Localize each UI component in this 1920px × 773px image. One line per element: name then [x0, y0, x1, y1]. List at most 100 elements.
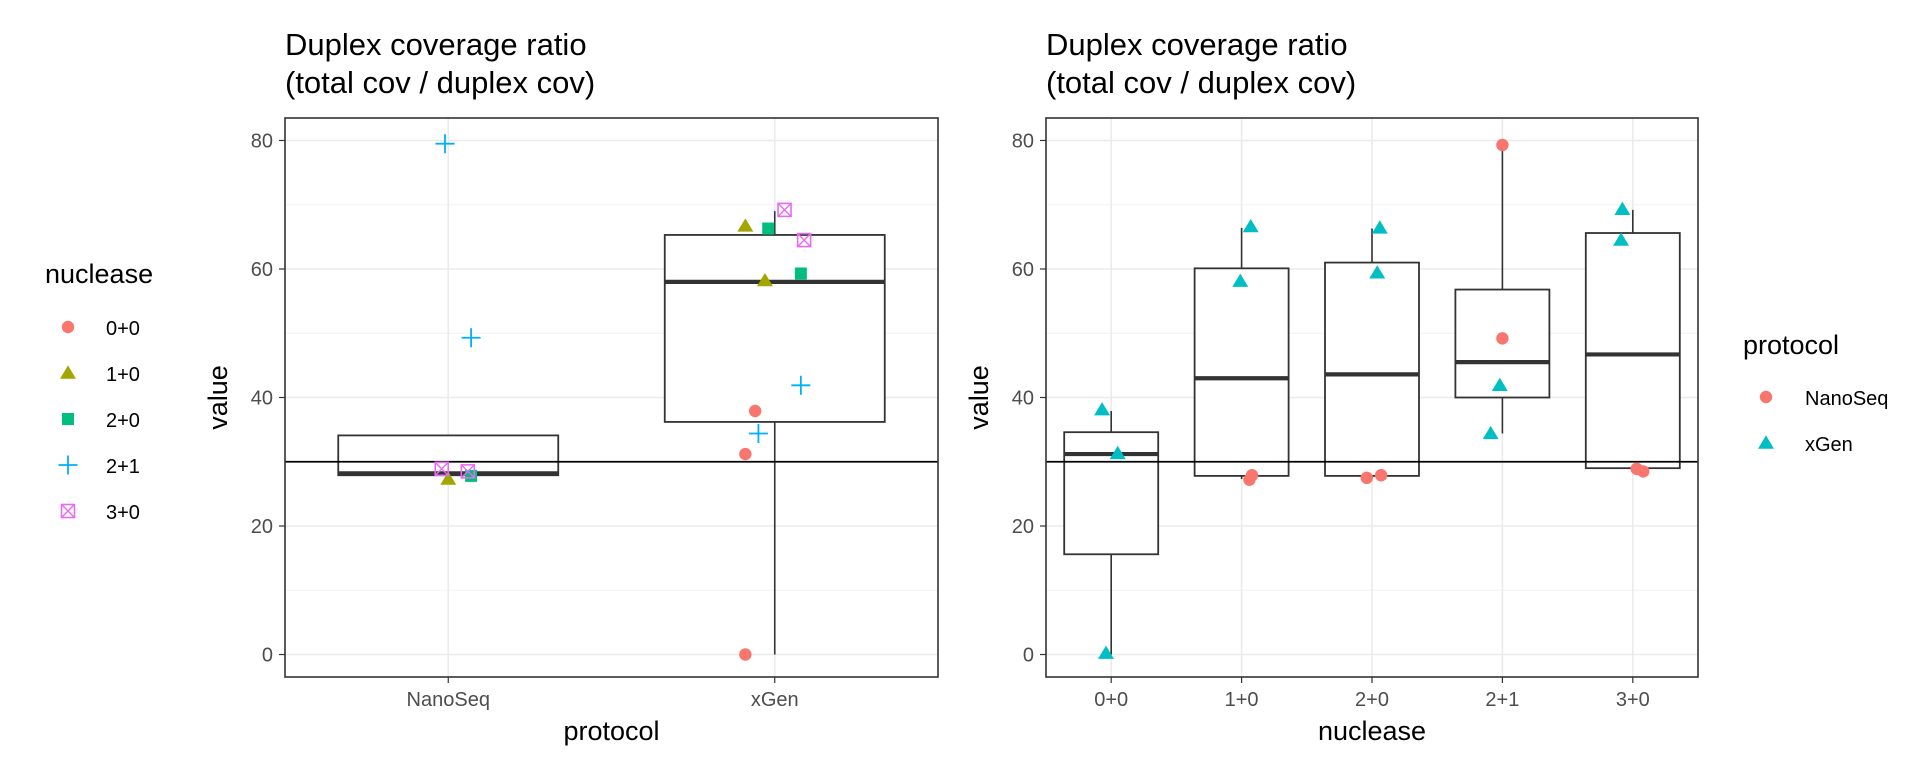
data-point-NanoSeq	[1496, 332, 1509, 345]
data-point-3+0	[777, 202, 792, 218]
marker-circle	[1374, 469, 1388, 482]
data-point-xGen	[1242, 218, 1259, 233]
x-tick-label: 1+0	[1225, 689, 1259, 711]
marker-cross-b	[777, 202, 792, 217]
data-point-xGen	[1613, 232, 1630, 246]
data-point-0+0	[739, 648, 752, 661]
marker-cross-b	[61, 504, 75, 518]
legend-key-1+0	[60, 365, 76, 379]
marker-triangle	[1614, 201, 1631, 215]
data-point-NanoSeq	[1496, 138, 1509, 152]
legend-key-2+0	[62, 413, 74, 425]
marker-triangle	[440, 471, 457, 485]
marker-triangle	[1758, 435, 1774, 449]
marker-circle	[1759, 390, 1773, 404]
y-tick-label: 80	[1012, 130, 1034, 152]
marker-triangle	[1369, 265, 1386, 279]
x-tick-label: xGen	[751, 689, 799, 711]
marker-triangle	[1109, 445, 1126, 460]
marker-box	[434, 461, 450, 477]
data-point-xGen	[1482, 425, 1499, 440]
legend-label: NanoSeq	[1805, 388, 1888, 410]
x-tick-label: NanoSeq	[407, 689, 490, 711]
marker-triangle	[60, 365, 76, 379]
marker-triangle	[1482, 425, 1499, 440]
box-iqr	[1584, 232, 1681, 470]
y-tick-label: 20	[251, 516, 273, 538]
data-point-2+0	[794, 267, 807, 280]
marker-circle	[748, 404, 762, 418]
marker-square	[62, 413, 74, 425]
marker-triangle	[1242, 218, 1259, 233]
marker-circle	[1496, 138, 1509, 152]
data-point-3+0	[434, 461, 450, 477]
y-tick-label: 80	[251, 130, 273, 152]
marker-circle	[1496, 332, 1509, 345]
boxplot-1+0	[1193, 227, 1290, 480]
data-point-NanoSeq	[1374, 469, 1388, 482]
chart-title-line2: (total cov / duplex cov)	[1046, 65, 1356, 100]
marker-triangle	[1098, 645, 1114, 659]
legend-label: 0+0	[106, 318, 140, 340]
data-point-NanoSeq	[1360, 471, 1373, 485]
panel-protocol: 0 20 40 60 80 NanoSeq xGen	[251, 118, 938, 711]
boxplot-xGen	[663, 211, 886, 655]
points-panel-protocol	[434, 134, 812, 661]
data-point-xGen	[1371, 220, 1388, 234]
y-tick-label: 0	[262, 645, 273, 667]
marker-triangle	[756, 272, 773, 287]
data-point-2+1	[435, 134, 455, 154]
legend-label: 1+0	[106, 364, 140, 386]
marker-circle	[739, 648, 752, 661]
legend-title: protocol	[1743, 330, 1839, 360]
data-point-1+0	[440, 471, 457, 485]
legend-label: 2+0	[106, 410, 140, 432]
data-point-xGen	[1098, 645, 1114, 659]
marker-box	[60, 503, 76, 519]
x-tick-label: 2+1	[1485, 689, 1519, 711]
data-point-xGen	[1094, 402, 1111, 416]
marker-cross-b	[434, 461, 449, 476]
data-point-xGen	[1614, 201, 1631, 215]
legend-title: nuclease	[45, 259, 153, 289]
x-tick-label: 0+0	[1094, 689, 1128, 711]
data-point-2+1	[461, 328, 481, 348]
data-point-1+0	[737, 218, 754, 232]
legend-key-0+0	[61, 320, 75, 334]
legend-label: xGen	[1805, 434, 1853, 456]
y-axis-title: value	[203, 365, 233, 430]
legend-key-3+0	[60, 503, 76, 519]
data-point-0+0	[739, 447, 752, 461]
data-point-2+1	[748, 423, 768, 443]
x-tick-label: 3+0	[1616, 689, 1650, 711]
data-point-3+0	[796, 232, 812, 248]
marker-triangle	[1232, 273, 1249, 287]
data-point-3+0	[460, 464, 476, 479]
marker-triangle	[1094, 402, 1111, 416]
boxplot-3+0	[1584, 209, 1681, 472]
legend-label: 2+1	[106, 456, 140, 478]
points-panel-nuclease	[1094, 138, 1650, 659]
x-axis-title: nuclease	[1318, 716, 1426, 746]
marker-box	[460, 464, 476, 479]
x-tick-label: 2+0	[1355, 689, 1389, 711]
y-axis-title: value	[964, 365, 994, 430]
data-point-2+0	[762, 222, 775, 235]
data-point-2+1	[791, 375, 811, 395]
box-iqr	[1193, 267, 1290, 477]
marker-square	[794, 267, 807, 280]
panel-border	[1045, 117, 1699, 678]
legend-nuclease: nuclease 0+0 1+0 2+0 2+1 3+0	[45, 259, 153, 524]
panel-nuclease: 0 20 40 60 80 0+0 1+0 2+0 2+1 3+0	[1012, 118, 1698, 711]
marker-triangle	[1371, 220, 1388, 234]
legend-protocol: protocol NanoSeq xGen	[1743, 330, 1888, 456]
y-tick-label: 40	[1012, 388, 1034, 410]
marker-triangle	[1491, 377, 1508, 391]
box-iqr	[1063, 431, 1160, 556]
chart-title-line1: Duplex coverage ratio	[285, 27, 587, 62]
marker-circle	[1243, 473, 1256, 486]
legend-key-NanoSeq	[1759, 390, 1773, 404]
y-tick-label: 20	[1012, 516, 1034, 538]
